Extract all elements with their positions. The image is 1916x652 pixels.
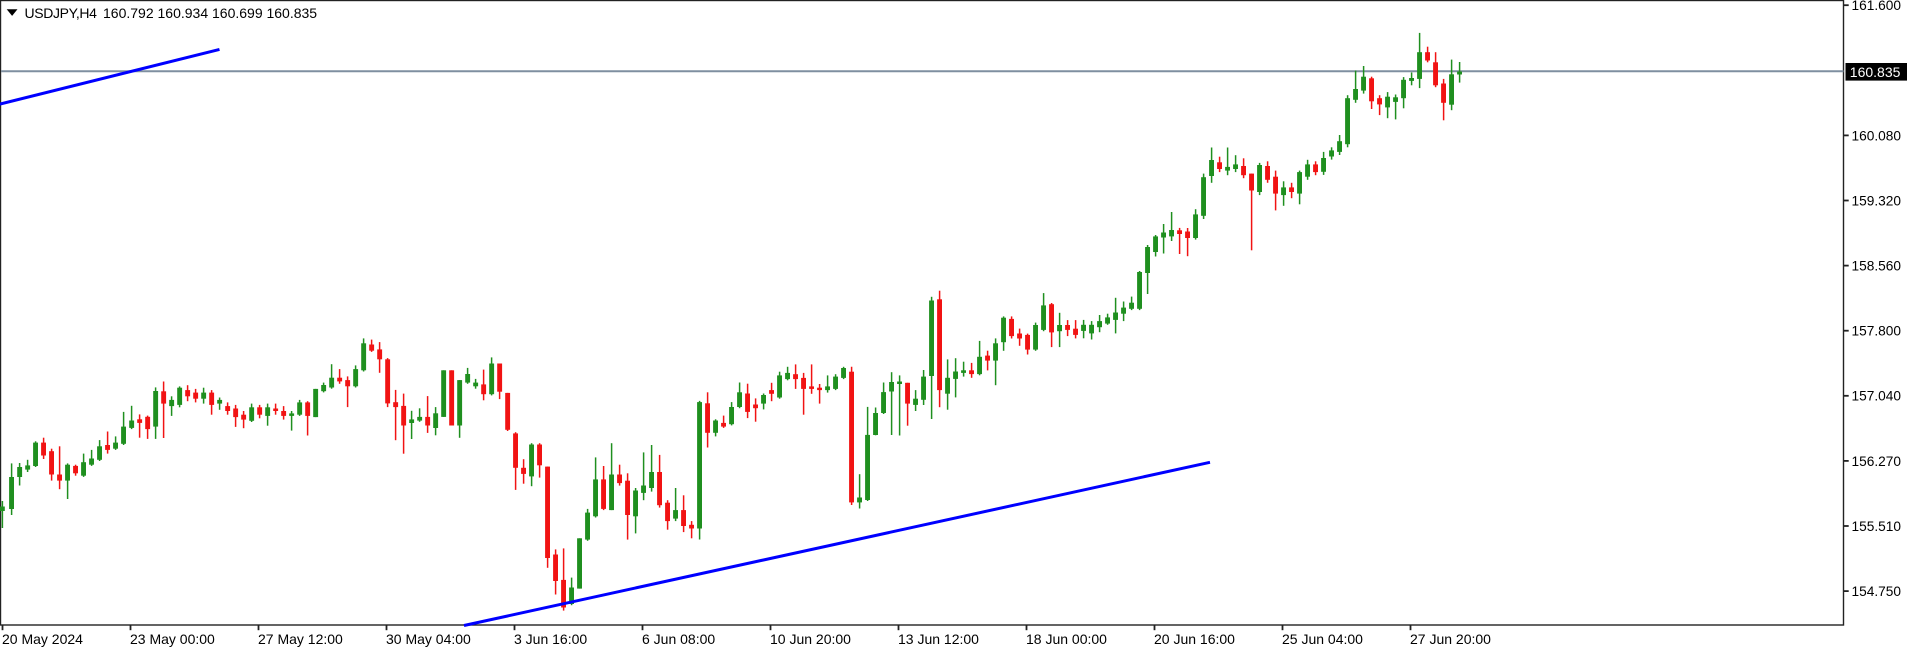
svg-text:154.750: 154.750 <box>1852 584 1902 599</box>
svg-text:159.320: 159.320 <box>1852 193 1902 208</box>
svg-text:160.792 160.934 160.699 160.83: 160.792 160.934 160.699 160.835 <box>103 5 317 21</box>
svg-text:161.600: 161.600 <box>1852 0 1902 13</box>
svg-text:155.510: 155.510 <box>1852 519 1902 534</box>
svg-text:20 May 2024: 20 May 2024 <box>2 631 83 647</box>
svg-text:27 May 12:00: 27 May 12:00 <box>258 631 343 647</box>
svg-text:157.040: 157.040 <box>1852 389 1902 404</box>
svg-text:6 Jun 08:00: 6 Jun 08:00 <box>642 631 715 647</box>
svg-text:18 Jun 00:00: 18 Jun 00:00 <box>1026 631 1107 647</box>
svg-text:3 Jun 16:00: 3 Jun 16:00 <box>514 631 587 647</box>
svg-text:25 Jun 04:00: 25 Jun 04:00 <box>1282 631 1363 647</box>
svg-text:157.800: 157.800 <box>1852 324 1902 339</box>
svg-text:10 Jun 20:00: 10 Jun 20:00 <box>770 631 851 647</box>
svg-text:27 Jun 20:00: 27 Jun 20:00 <box>1410 631 1491 647</box>
svg-text:160.080: 160.080 <box>1852 128 1902 143</box>
svg-text:156.270: 156.270 <box>1852 454 1902 469</box>
svg-text:20 Jun 16:00: 20 Jun 16:00 <box>1154 631 1235 647</box>
svg-text:USDJPY,H4: USDJPY,H4 <box>25 5 98 21</box>
svg-text:23 May 00:00: 23 May 00:00 <box>130 631 215 647</box>
svg-text:13 Jun 12:00: 13 Jun 12:00 <box>898 631 979 647</box>
svg-text:158.560: 158.560 <box>1852 259 1902 274</box>
svg-text:30 May 04:00: 30 May 04:00 <box>386 631 471 647</box>
svg-text:160.835: 160.835 <box>1850 64 1901 80</box>
